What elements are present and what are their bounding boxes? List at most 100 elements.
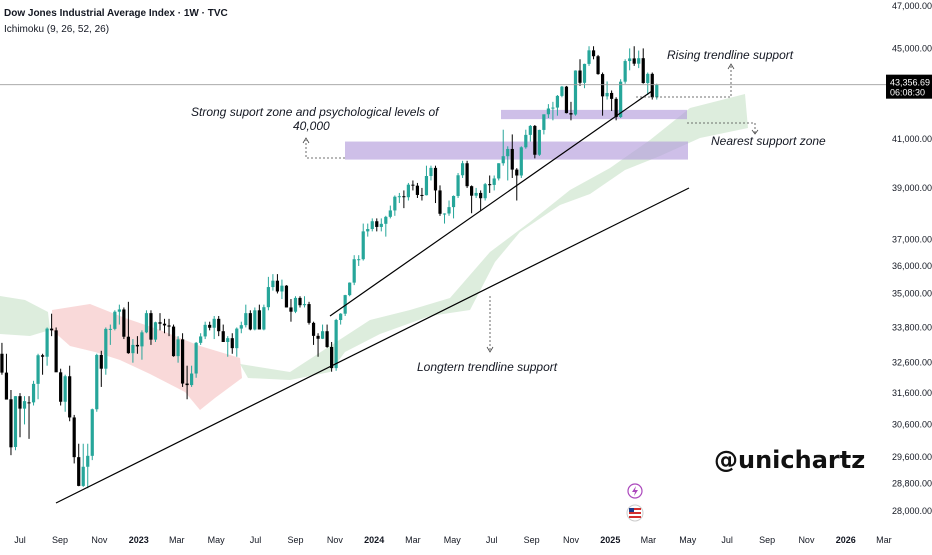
last-price-value: 43,356.69: [890, 78, 930, 88]
candle-body: [375, 221, 379, 227]
candle-body: [131, 344, 135, 354]
candle-body: [176, 339, 180, 357]
candle-body: [289, 307, 293, 312]
watermark-text: @unichartz: [714, 446, 865, 474]
candle-body: [465, 163, 469, 187]
y-tick-label: 37,000.00: [892, 234, 932, 244]
indicator-label[interactable]: Ichimoku (9, 26, 52, 26): [4, 24, 110, 35]
candle-body: [212, 318, 216, 328]
candle-body: [221, 331, 225, 342]
candle-body: [411, 184, 415, 186]
candle-body: [330, 346, 334, 369]
candle-body: [564, 86, 569, 114]
x-tick-label: Mar: [876, 535, 892, 545]
candle-body: [4, 372, 9, 400]
y-tick-label: 30,600.00: [892, 419, 932, 429]
strong-support-label-line1: Strong suport zone and psychological lev…: [191, 105, 440, 119]
candle-body: [492, 178, 496, 185]
trendlines: [55, 90, 690, 504]
candle-body: [140, 332, 144, 347]
candle-body: [9, 399, 13, 448]
candle-body: [86, 455, 90, 467]
rising-trendline-label: Rising trendline support: [667, 48, 794, 62]
candle-body: [81, 466, 85, 486]
candle-body: [0, 353, 4, 373]
arrow-head: [727, 63, 735, 70]
candle-body: [59, 372, 63, 402]
arrow-head: [486, 346, 494, 353]
x-tick-label: Sep: [52, 535, 68, 545]
us-flag-icon[interactable]: [626, 504, 644, 522]
candle-body: [628, 58, 632, 62]
candle-body: [641, 58, 645, 84]
annotations: Rising trendline support Strong suport zo…: [191, 48, 826, 374]
y-tick-label: 39,000.00: [892, 183, 932, 193]
candle-body: [614, 98, 618, 118]
candle-body: [302, 304, 307, 306]
candle-body: [257, 310, 261, 330]
candle-body: [379, 223, 383, 227]
ichimoku-cloud: [0, 94, 748, 410]
y-tick-label: 28,800.00: [892, 479, 932, 489]
candle-body: [158, 322, 162, 324]
candle-body: [420, 194, 424, 196]
candle-body: [248, 313, 252, 330]
lightning-icon[interactable]: [627, 483, 643, 499]
candle-body: [90, 409, 94, 456]
candle-body: [190, 373, 194, 386]
candle-body: [208, 324, 212, 328]
strong-pointer: [305, 140, 345, 159]
candle-body: [54, 330, 58, 373]
x-tick-label: May: [208, 535, 226, 545]
candle-body: [68, 376, 72, 418]
candle-body: [357, 259, 361, 261]
candle-body: [162, 323, 167, 326]
candle-body: [510, 148, 514, 170]
candle-body: [388, 210, 392, 217]
candle-body: [113, 311, 117, 329]
x-tick-label: 2025: [600, 535, 620, 545]
candle-body: [573, 70, 578, 115]
candle-body: [451, 195, 456, 208]
candle-body: [546, 108, 550, 115]
candle-body: [569, 113, 573, 115]
candle-body: [537, 129, 541, 155]
candle-body: [226, 338, 230, 342]
candle-body: [77, 457, 81, 486]
arrow-head: [751, 129, 759, 135]
candle-body: [460, 163, 465, 176]
x-tick-label: Mar: [641, 535, 657, 545]
candle-body: [108, 328, 112, 330]
candle-body: [104, 328, 108, 369]
candle-body: [632, 58, 636, 64]
candle-body: [45, 328, 49, 357]
x-tick-label: Sep: [287, 535, 303, 545]
candle-body: [429, 167, 433, 176]
x-tick-label: Jul: [486, 535, 498, 545]
candle-body: [456, 175, 460, 196]
candle-body: [117, 309, 121, 312]
candle-body: [402, 196, 406, 198]
candle-body: [519, 147, 523, 176]
candle-body: [406, 184, 410, 198]
candle-body: [361, 231, 365, 260]
candles: [0, 46, 659, 489]
candle-body: [95, 354, 99, 410]
x-tick-label: Sep: [759, 535, 775, 545]
candle-body: [528, 125, 532, 135]
candle-body: [275, 280, 280, 292]
support-zone-40000: [345, 141, 688, 160]
candle-body: [370, 221, 374, 230]
nearest-pointer: [687, 122, 756, 133]
candle-body: [438, 190, 442, 214]
candle-body: [587, 50, 591, 64]
candle-body: [144, 313, 149, 333]
candle-body: [27, 402, 31, 404]
candle-body: [560, 86, 564, 96]
candle-body: [605, 92, 609, 97]
cloud-segment: [52, 304, 242, 410]
candle-body: [72, 417, 76, 458]
countdown-timer: 06:08:30: [890, 88, 925, 98]
candle-body: [515, 169, 519, 176]
